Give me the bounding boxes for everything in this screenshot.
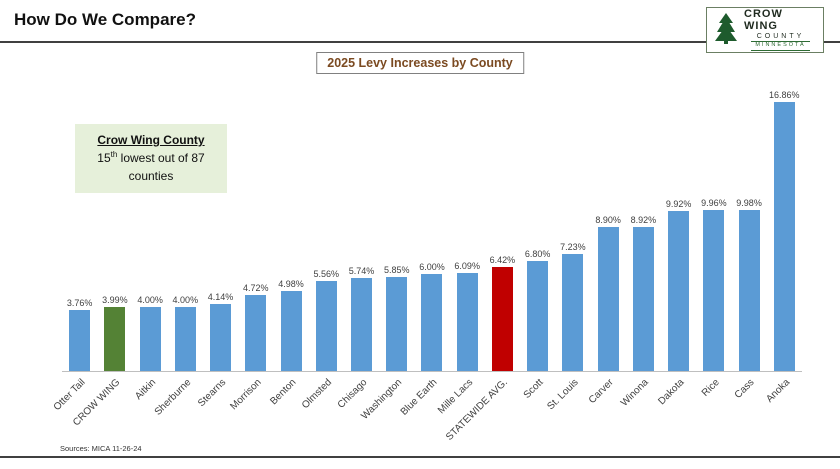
- bar-value-label: 5.74%: [348, 266, 375, 277]
- logo-text: CROW WING COUNTY MINNESOTA: [744, 8, 817, 51]
- bar-value-label: 4.98%: [278, 278, 304, 289]
- bar-Benton: [280, 290, 302, 371]
- callout-line2: counties: [128, 168, 174, 183]
- bar-value-label: 4.00%: [172, 294, 199, 305]
- x-axis-label: Blue Earth: [398, 377, 440, 418]
- bar-STATEWIDE AVG.: [491, 267, 513, 371]
- x-axis-label: Olmsted: [299, 377, 335, 412]
- x-axis-label: Aitkin: [132, 377, 158, 403]
- bar-Carver: [597, 227, 619, 371]
- x-axis-label: Benton: [268, 377, 299, 408]
- bar-value-label: 9.92%: [665, 199, 692, 209]
- bar-slot: 7.23% St. Louis: [545, 90, 590, 412]
- sources-note: Sources: MICA 11-26-24: [60, 444, 142, 453]
- x-axis-label: Cass: [732, 377, 757, 401]
- bar-value-label: 5.56%: [313, 269, 340, 280]
- bar-Blue Earth: [421, 274, 443, 371]
- bar-slot: 9.98% Cass: [731, 90, 766, 401]
- bar-Winona: [632, 227, 654, 371]
- bar-CROW WING: [104, 306, 126, 371]
- bar-slot: 6.42% STATEWIDE AVG.: [444, 90, 520, 443]
- bar-Stearns: [210, 304, 232, 371]
- x-axis-label: Dakota: [656, 377, 687, 408]
- x-axis-label: Morrison: [228, 377, 264, 413]
- bar-slot: 8.92% Winona: [619, 90, 661, 409]
- bar-slot: 5.56% Olmsted: [300, 90, 344, 411]
- x-axis-label: Stearns: [196, 377, 229, 410]
- bar-slot: 6.00% Blue Earth: [399, 90, 449, 418]
- pine-tree-icon: [713, 12, 739, 49]
- x-axis-label: St. Louis: [545, 377, 581, 413]
- bar-Dakota: [668, 211, 690, 371]
- header-divider: [0, 41, 840, 43]
- x-axis-label: Otter Tail: [51, 377, 88, 413]
- bar-chart: 3.76% Otter Tail 3.99% CROW WING 4.00% Aitkin…: [51, 90, 802, 443]
- bar-slot: 5.85% Washington: [360, 90, 414, 422]
- bar-Rice: [703, 210, 725, 371]
- bar-value-label: 9.98%: [736, 198, 762, 208]
- x-axis-label: Chisago: [335, 377, 370, 411]
- bar-slot: 6.80% Scott: [520, 90, 555, 401]
- bar-value-label: 16.86%: [769, 90, 800, 100]
- bar-slot: 4.98% Benton: [269, 90, 308, 407]
- bar-value-label: 6.09%: [454, 260, 480, 271]
- bar-Scott: [527, 261, 549, 371]
- crow-wing-county-logo: CROW WING COUNTY MINNESOTA: [706, 7, 824, 53]
- bar-Mille Lacs: [456, 272, 478, 371]
- bar-Sherburne: [174, 306, 196, 371]
- logo-state: MINNESOTA: [751, 40, 810, 51]
- bar-value-label: 4.00%: [137, 294, 163, 305]
- bar-value-label: 9.96%: [701, 198, 727, 209]
- callout-line: 15th lowest out of 87: [97, 150, 205, 166]
- bar-slot: 8.90% Carver: [587, 90, 626, 406]
- bar-Anoka: [773, 102, 795, 371]
- bar-Aitkin: [139, 306, 161, 371]
- bar-slot: 4.72% Morrison: [228, 90, 273, 412]
- x-axis-label: Anoka: [764, 377, 793, 405]
- bar-slot: 9.92% Dakota: [656, 90, 696, 407]
- bar-value-label: 6.00%: [419, 262, 445, 273]
- logo-county: COUNTY: [756, 32, 805, 40]
- bar-value-label: 5.85%: [383, 264, 410, 275]
- bar-St. Louis: [562, 254, 584, 371]
- x-axis-label: Sherburne: [152, 377, 194, 418]
- bar-Washington: [386, 276, 408, 371]
- bar-slot: 9.96% Rice: [696, 90, 731, 399]
- x-axis-label: Carver: [586, 377, 616, 407]
- bar-Morrison: [245, 294, 267, 371]
- bar-value-label: 6.42%: [489, 255, 516, 266]
- bar-Olmsted: [315, 281, 337, 371]
- callout-title: Crow Wing County: [97, 133, 205, 147]
- bar-slot: 3.76% Otter Tail: [51, 90, 97, 413]
- chart-title: 2025 Levy Increases by County: [316, 52, 524, 74]
- bar-slot: 4.00% Sherburne: [152, 90, 203, 418]
- bar-Otter Tail: [69, 310, 91, 371]
- bar-slot: 4.14% Stearns: [196, 90, 238, 409]
- bar-value-label: 8.90%: [595, 215, 621, 226]
- callout-box: Crow Wing County 15th lowest out of 87 c…: [75, 124, 227, 194]
- bar-slot: 3.99% CROW WING: [71, 90, 132, 429]
- bar-value-label: 3.76%: [66, 298, 93, 309]
- bar-slot: 4.00% Aitkin: [132, 90, 167, 403]
- bar-slot: 6.09% Mille Lacs: [436, 90, 485, 416]
- bar-slot: 5.74% Chisago: [336, 90, 379, 410]
- bar-value-label: 7.23%: [560, 242, 586, 253]
- bar-slot: 16.86% Anoka: [764, 90, 802, 405]
- bar-value-label: 4.72%: [243, 282, 269, 293]
- x-axis-label: Scott: [521, 377, 546, 401]
- logo-name: CROW WING: [744, 8, 783, 32]
- bar-value-label: 4.14%: [207, 292, 234, 303]
- page-title: How Do We Compare?: [14, 10, 196, 29]
- footer-divider: [0, 456, 840, 458]
- x-axis-label: Winona: [619, 377, 652, 409]
- bar-Cass: [738, 210, 760, 371]
- bar-value-label: 3.99%: [102, 294, 128, 305]
- bar-value-label: 8.92%: [630, 215, 657, 226]
- bar-Chisago: [350, 278, 372, 371]
- x-axis-label: STATEWIDE AVG.: [444, 377, 511, 443]
- bar-value-label: 6.80%: [524, 249, 551, 260]
- x-axis-label: Rice: [699, 377, 722, 399]
